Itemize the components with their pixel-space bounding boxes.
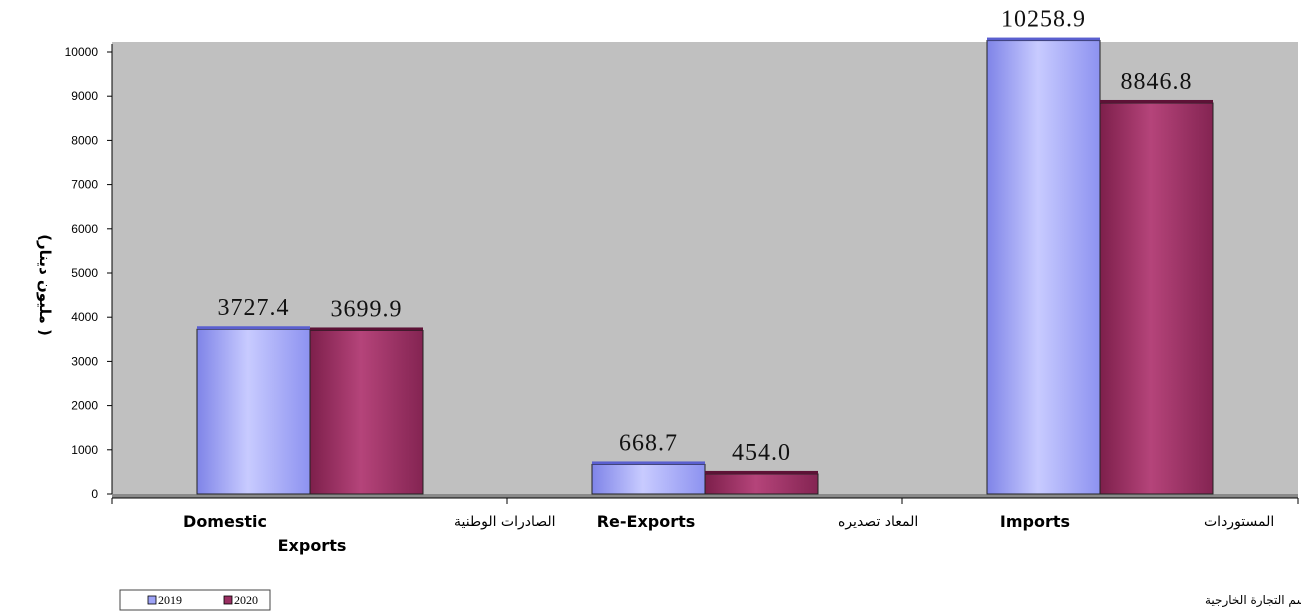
y-tick-label: 5000 xyxy=(71,266,98,280)
data-label-2019-2: 10258.9 xyxy=(1001,7,1086,33)
legend-swatch-2020 xyxy=(223,595,233,605)
bar-top-2020-1 xyxy=(705,470,818,474)
y-tick-label: 6000 xyxy=(71,222,98,236)
legend-label-2019: 2019 xyxy=(158,593,182,607)
category-label-ar: المستوردات xyxy=(1204,514,1274,530)
bar-top-2019-0 xyxy=(197,326,310,330)
data-label-2019-1: 668.7 xyxy=(619,430,678,456)
y-tick-label: 0 xyxy=(91,487,98,501)
bar-2019-2 xyxy=(986,40,1101,495)
legend-box xyxy=(119,589,271,611)
bar-2020-2 xyxy=(1099,102,1214,495)
data-label-2019-0: 3727.4 xyxy=(218,295,290,321)
category-label-ar: الصادرات الوطنية xyxy=(454,514,556,530)
legend: 2019 2020 xyxy=(119,589,271,611)
bar-2019-0 xyxy=(196,328,311,495)
y-axis: 0 1000 2000 3000 4000 5000 6000 7000 8000 9000 100… xyxy=(65,44,113,501)
category-label-en: Re-Exports xyxy=(597,512,696,531)
category-label-ar: المعاد تصديره xyxy=(838,514,918,530)
y-tick-label: 10000 xyxy=(65,45,99,59)
category-labels: Domestic Exports الصادرات الوطنية Re-Export… xyxy=(183,512,1274,555)
y-tick-label: 2000 xyxy=(71,399,98,413)
bars xyxy=(196,37,1214,495)
bar-top-2020-0 xyxy=(310,327,423,331)
y-tick-label: 3000 xyxy=(71,354,98,368)
source-note: المصدر: دائرة الإحصاءات العامة/قسم التجا… xyxy=(1205,593,1301,608)
x-axis xyxy=(111,497,1299,504)
bar-2019-1 xyxy=(591,463,706,495)
y-tick-label: 1000 xyxy=(71,443,98,457)
y-tick-label: 9000 xyxy=(71,89,98,103)
bar-top-2020-2 xyxy=(1100,99,1213,103)
y-axis-title: ( مليون دينار) xyxy=(36,234,54,336)
category-label-en-line2: Exports xyxy=(278,536,347,555)
y-tick-label: 8000 xyxy=(71,133,98,147)
y-tick-label: 7000 xyxy=(71,178,98,192)
category-label-en: Imports xyxy=(1000,512,1070,531)
data-label-2020-1: 454.0 xyxy=(732,440,791,466)
y-tick-label: 4000 xyxy=(71,310,98,324)
plot-floor xyxy=(112,494,1298,498)
data-label-2020-0: 3699.9 xyxy=(331,296,403,322)
bar-top-2019-1 xyxy=(592,461,705,465)
bar-2020-1 xyxy=(704,473,819,495)
data-labels: 3727.4 668.7 10258.9 3699.9 454.0 8846.8 xyxy=(218,7,1193,466)
category-label-en: Domestic xyxy=(183,512,267,531)
data-label-2020-2: 8846.8 xyxy=(1121,69,1193,95)
legend-swatch-2019 xyxy=(147,595,157,605)
bar-2020-0 xyxy=(309,329,424,495)
bar-top-2019-2 xyxy=(987,37,1100,41)
legend-label-2020: 2020 xyxy=(234,593,258,607)
